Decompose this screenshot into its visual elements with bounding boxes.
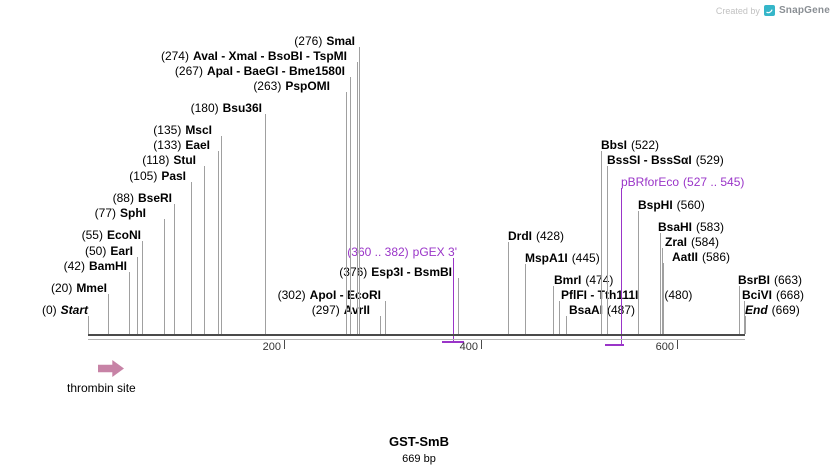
connector-line xyxy=(221,136,222,334)
connector-line xyxy=(660,233,661,334)
start-label: (0) Start xyxy=(41,303,88,317)
site-label-bsssi[interactable]: BssSI - BssSαI (529) xyxy=(607,153,724,167)
site-label-avai[interactable]: (274) AvaI - XmaI - BsoBI - TspMI xyxy=(160,49,347,63)
site-label-pasi[interactable]: (105) PasI xyxy=(129,169,186,183)
site-label-avrii[interactable]: (297)AvrII xyxy=(311,303,370,317)
connector-line xyxy=(638,211,639,334)
site-label-eaei[interactable]: (133) EaeI xyxy=(153,138,210,152)
connector-line xyxy=(380,316,381,334)
thrombin-site-label: thrombin site xyxy=(67,381,136,395)
connector-line xyxy=(525,264,526,334)
ruler-tick-400 xyxy=(481,340,482,349)
connector-line xyxy=(739,286,740,334)
site-label-bsahi[interactable]: BsaHI (583) xyxy=(658,220,725,234)
sequence-line-bottom xyxy=(88,339,745,340)
site-label-bamhi[interactable]: (42) BamHI xyxy=(63,259,127,273)
connector-line xyxy=(142,241,143,334)
connector-line xyxy=(566,316,567,334)
site-label-msci[interactable]: (135) MscI xyxy=(153,123,212,137)
connector-line xyxy=(553,286,554,334)
site-label-drdi[interactable]: DrdI (428) xyxy=(508,229,565,243)
primer-segment-pbrforeco[interactable] xyxy=(605,344,624,346)
connector-line xyxy=(88,316,89,334)
site-label-apoi[interactable]: (302) ApoI - EcoRI xyxy=(277,288,381,302)
connector-line xyxy=(357,62,358,334)
site-label-smai[interactable]: (276) SmaI xyxy=(294,34,355,48)
snapgene-brand-label: SnapGene xyxy=(778,5,830,16)
site-label-pspomi[interactable]: (263) PspOMI xyxy=(253,79,330,93)
connector-line xyxy=(508,242,509,334)
connector-line xyxy=(601,151,602,334)
end-label: End (669) xyxy=(745,303,800,317)
site-label-bmri[interactable]: BmrI (474) xyxy=(554,273,614,287)
site-label-aatii[interactable]: AatII (586) xyxy=(672,250,731,264)
primer-label-pbrforeco[interactable]: pBRforEco (527 .. 545) xyxy=(621,175,745,189)
connector-line xyxy=(191,182,192,334)
primer-connector-pgex3 xyxy=(453,258,454,341)
site-label-bsu36i[interactable]: (180) Bsu36I xyxy=(190,101,262,115)
connector-line xyxy=(458,278,459,334)
sequence-line-top xyxy=(88,334,745,336)
site-label-apai[interactable]: (267) ApaI - BaeGI - Bme1580I xyxy=(174,64,345,78)
connector-line xyxy=(662,248,663,334)
site-label-zrai[interactable]: ZraI (584) xyxy=(665,235,720,249)
ruler-tick-200 xyxy=(284,340,285,349)
created-by-label: Created by xyxy=(715,5,760,16)
site-label-bcivi[interactable]: BciVI (668) xyxy=(742,288,805,302)
connector-line xyxy=(174,204,175,334)
primer-segment-pgex3[interactable] xyxy=(442,341,464,343)
watermark: Created by SnapGene xyxy=(716,5,830,16)
connector-line xyxy=(745,316,746,334)
site-label-bsaai[interactable]: BsaAI(487) xyxy=(569,303,635,317)
site-label-bseri[interactable]: (88) BseRI xyxy=(112,191,172,205)
connector-line xyxy=(663,263,664,334)
connector-line xyxy=(359,47,360,334)
connector-line xyxy=(385,301,386,334)
connector-line xyxy=(744,301,745,334)
site-label-econi[interactable]: (55) EcoNI xyxy=(81,228,141,242)
site-label-stui[interactable]: (118) StuI xyxy=(142,153,196,167)
connector-line xyxy=(218,151,219,334)
primer-connector-pbrforeco xyxy=(621,188,622,344)
connector-line xyxy=(108,294,109,334)
map-length: 669 bp xyxy=(402,453,436,465)
site-label-bsrbi[interactable]: BsrBI (663) xyxy=(738,273,803,287)
connector-line xyxy=(607,166,608,334)
ruler-label-400: 400 xyxy=(459,341,478,353)
connector-line xyxy=(204,166,205,334)
site-label-bbsi[interactable]: BbsI (522) xyxy=(601,138,660,152)
map-title: GST-SmB xyxy=(389,434,449,449)
connector-line xyxy=(129,272,130,334)
site-label-mspa1i[interactable]: MspA1I (445) xyxy=(525,251,600,265)
site-label-bsphi[interactable]: BspHI (560) xyxy=(638,198,705,212)
ruler-label-600: 600 xyxy=(655,341,674,353)
site-label-pflfi[interactable]: PflFI - Tth111I (480) xyxy=(561,288,693,302)
connector-line xyxy=(164,219,165,334)
snapgene-logo-icon xyxy=(763,5,775,16)
connector-line xyxy=(346,92,347,334)
connector-line xyxy=(559,301,560,334)
primer-label-pgex3[interactable]: (360 .. 382) pGEX 3' xyxy=(347,245,457,259)
site-label-mmei[interactable]: (20) MmeI xyxy=(50,281,107,295)
ruler-label-200: 200 xyxy=(262,341,281,353)
connector-line xyxy=(265,114,266,334)
site-label-sphi[interactable]: (77) SphI xyxy=(94,206,146,220)
site-label-eari[interactable]: (50) EarI xyxy=(84,244,133,258)
thrombin-site-arrow-icon[interactable] xyxy=(98,360,124,377)
connector-line xyxy=(350,77,351,334)
connector-line xyxy=(137,257,138,334)
ruler-tick-600 xyxy=(677,340,678,349)
